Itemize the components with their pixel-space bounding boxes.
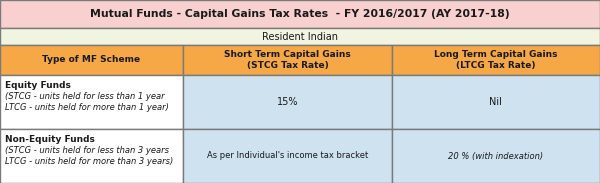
Bar — [183, 75, 392, 129]
Text: Nil: Nil — [490, 97, 502, 107]
Text: Long Term Capital Gains
(LTCG Tax Rate): Long Term Capital Gains (LTCG Tax Rate) — [434, 50, 557, 70]
Text: 15%: 15% — [277, 97, 298, 107]
Bar — [392, 45, 600, 75]
Bar — [0, 75, 183, 129]
Text: As per Individual's income tax bracket: As per Individual's income tax bracket — [207, 152, 368, 160]
Bar — [0, 45, 183, 75]
Text: Equity Funds: Equity Funds — [5, 81, 71, 89]
Bar — [183, 45, 392, 75]
Text: 20 % (with indexation): 20 % (with indexation) — [448, 152, 544, 160]
Text: Short Term Capital Gains
(STCG Tax Rate): Short Term Capital Gains (STCG Tax Rate) — [224, 50, 351, 70]
Text: (STCG - units held for less than 3 years
LTCG - units held for more than 3 years: (STCG - units held for less than 3 years… — [5, 146, 173, 166]
Text: (STCG - units held for less than 1 year
LTCG - units held for more than 1 year): (STCG - units held for less than 1 year … — [5, 92, 169, 112]
Text: Non-Equity Funds: Non-Equity Funds — [5, 135, 95, 143]
Bar — [392, 129, 600, 183]
Text: Type of MF Scheme: Type of MF Scheme — [43, 55, 140, 64]
Bar — [0, 28, 600, 45]
Text: Mutual Funds - Capital Gains Tax Rates  - FY 2016/2017 (AY 2017-18): Mutual Funds - Capital Gains Tax Rates -… — [90, 9, 510, 19]
Bar — [0, 0, 600, 28]
Text: Resident Indian: Resident Indian — [262, 31, 338, 42]
Bar — [0, 129, 183, 183]
Bar — [183, 129, 392, 183]
Bar — [392, 75, 600, 129]
